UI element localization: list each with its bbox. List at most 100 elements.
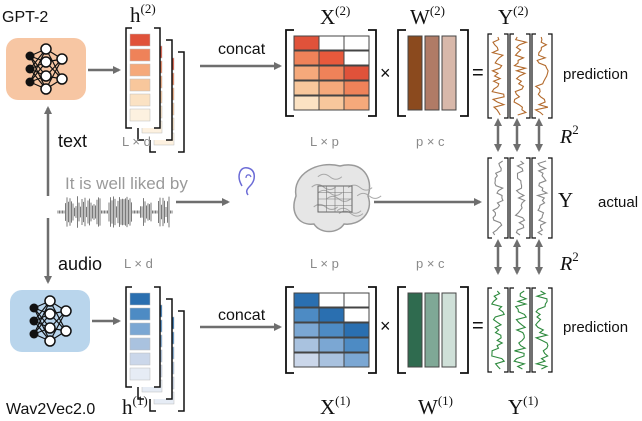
brain-fold	[313, 203, 339, 210]
equals-bottom: =	[472, 315, 484, 337]
gpt2-network-icon	[25, 43, 68, 95]
signal-1	[487, 157, 509, 239]
w2-matrix	[397, 29, 469, 117]
layer-cell	[129, 307, 151, 321]
x-cell	[343, 292, 370, 308]
w-column	[441, 292, 457, 368]
concat-label-bottom: concat	[218, 307, 266, 324]
x-cell	[318, 80, 345, 96]
gpt2-model-box	[6, 38, 86, 100]
x-cell	[318, 50, 345, 66]
w1-dim-label: p × c	[416, 256, 445, 271]
w2-label: W(2)	[410, 3, 445, 29]
layer-cell	[129, 63, 151, 77]
equals-top: =	[472, 62, 484, 84]
w2-dim-label: p × c	[416, 134, 445, 149]
signal-2	[509, 287, 531, 373]
stimulus-sentence: It is well liked by	[65, 174, 188, 193]
brain-fold	[317, 189, 343, 196]
x-cell	[293, 292, 320, 308]
x2-label: X(2)	[320, 3, 350, 29]
layer-cell	[129, 292, 151, 306]
w1-matrix	[397, 286, 469, 374]
h1-layer-stack	[125, 286, 185, 412]
x-cell	[293, 307, 320, 323]
x-cell	[293, 95, 320, 111]
times-bottom: ×	[380, 316, 391, 336]
w-column	[407, 35, 423, 111]
x-cell	[293, 80, 320, 96]
x-cell	[318, 95, 345, 111]
x-cell	[293, 352, 320, 368]
w-column	[407, 292, 423, 368]
signal-3	[531, 157, 553, 239]
signal-3	[531, 287, 553, 373]
prediction-label-top: prediction	[563, 66, 628, 83]
gpt2-label: GPT-2	[2, 9, 48, 26]
h2-label: h(2)	[130, 1, 156, 27]
layer-cell	[129, 48, 151, 62]
brain-icon	[293, 163, 382, 233]
x-cell	[318, 35, 345, 51]
layer-cell	[129, 337, 151, 351]
x-cell	[318, 322, 345, 338]
r2-label-bottom: R2	[559, 249, 579, 275]
x2-dim-label: L × p	[310, 134, 339, 149]
x1-label: X(1)	[320, 393, 350, 419]
y-actual-signals	[487, 157, 553, 239]
y1-label: Y(1)	[508, 393, 538, 419]
signal-1	[487, 33, 509, 119]
audio-branch-label: audio	[58, 254, 102, 274]
x-cell	[293, 65, 320, 81]
y1-predicted-signals	[487, 287, 553, 373]
ear-icon	[238, 167, 255, 196]
x-cell	[343, 35, 370, 51]
x-cell	[343, 322, 370, 338]
layer-cell	[129, 78, 151, 92]
layer-cell	[129, 33, 151, 47]
wav2vec-network-icon	[29, 295, 72, 347]
audio-waveform	[57, 196, 173, 228]
x-cell	[343, 337, 370, 353]
actual-label: actual	[598, 194, 638, 211]
layer-cell	[129, 352, 151, 366]
y2-predicted-signals	[487, 33, 553, 119]
prediction-label-bottom: prediction	[563, 319, 628, 336]
signal-1	[487, 287, 509, 373]
layer-cell	[129, 93, 151, 107]
w-column	[424, 292, 440, 368]
x-cell	[343, 50, 370, 66]
brain-fold	[336, 207, 362, 214]
x-cell	[343, 80, 370, 96]
x-cell	[318, 337, 345, 353]
x-cell	[293, 35, 320, 51]
x-cell	[293, 337, 320, 353]
w-column	[441, 35, 457, 111]
x-cell	[343, 65, 370, 81]
signal-2	[509, 157, 531, 239]
x2-matrix	[285, 29, 377, 117]
x-cell	[318, 65, 345, 81]
brain-fold	[311, 184, 337, 191]
x1-dim-label: L × p	[310, 256, 339, 271]
wav2vec-model-box	[10, 290, 90, 352]
y-actual-label: Y	[558, 188, 573, 212]
x-cell	[343, 352, 370, 368]
layer-cell	[129, 108, 151, 122]
x1-matrix	[285, 286, 377, 374]
layer-1	[125, 286, 161, 388]
times-top: ×	[380, 63, 391, 83]
x-cell	[343, 307, 370, 323]
x-cell	[293, 50, 320, 66]
flow-arrows	[44, 62, 543, 331]
signal-2	[509, 33, 531, 119]
wav2vec-label: Wav2Vec2.0	[6, 401, 95, 418]
brain-fold	[356, 192, 382, 199]
concat-label-top: concat	[218, 41, 266, 58]
layer-cell	[129, 322, 151, 336]
h2-dim-label: L × d	[122, 134, 151, 149]
y2-label: Y(2)	[498, 3, 528, 29]
x-cell	[293, 322, 320, 338]
x-cell	[318, 307, 345, 323]
